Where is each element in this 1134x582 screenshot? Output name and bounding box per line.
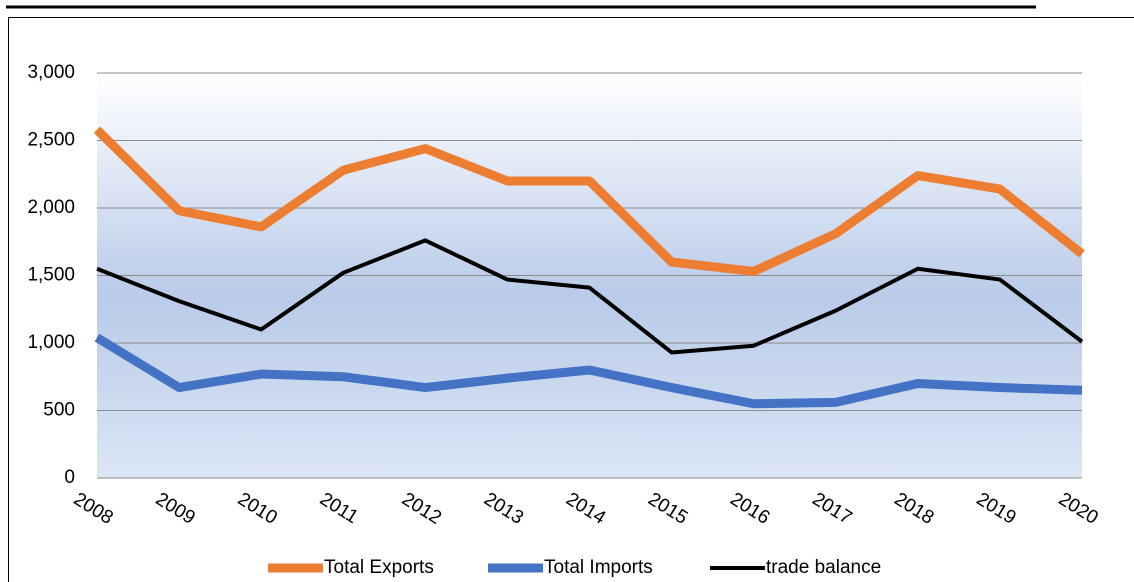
x-tick-label: 2014 [562, 489, 609, 529]
x-tick-label: 2019 [973, 489, 1020, 529]
y-tick-label: 500 [43, 400, 75, 421]
legend-label: Total Imports [544, 557, 653, 578]
y-tick-label: 1,500 [27, 265, 75, 286]
x-tick-label: 2017 [808, 489, 855, 529]
x-tick-label: 2012 [398, 489, 445, 529]
series-line [96, 238, 1084, 355]
y-tick-label: 2,000 [27, 197, 75, 218]
y-tick-label: 0 [64, 467, 75, 488]
x-tick-label: 2015 [644, 489, 691, 529]
series-line [94, 333, 1083, 409]
x-tick-label: 2018 [891, 489, 938, 529]
x-tick-label: 2010 [234, 489, 281, 529]
x-tick-label: 2008 [70, 489, 117, 529]
legend-label: trade balance [766, 557, 881, 578]
x-tick-label: 2013 [480, 489, 527, 529]
x-tick-label: 2009 [152, 489, 199, 529]
y-tick-label: 2,500 [27, 130, 75, 151]
legend-label: Total Exports [324, 557, 434, 578]
series-line [93, 126, 1085, 276]
x-tick-label: 2020 [1055, 489, 1102, 529]
x-tick-label: 2016 [726, 489, 773, 529]
y-tick-label: 3,000 [27, 62, 75, 83]
chart-border [8, 17, 1134, 582]
y-tick-label: 1,000 [27, 332, 75, 353]
x-tick-label: 2011 [316, 489, 362, 528]
